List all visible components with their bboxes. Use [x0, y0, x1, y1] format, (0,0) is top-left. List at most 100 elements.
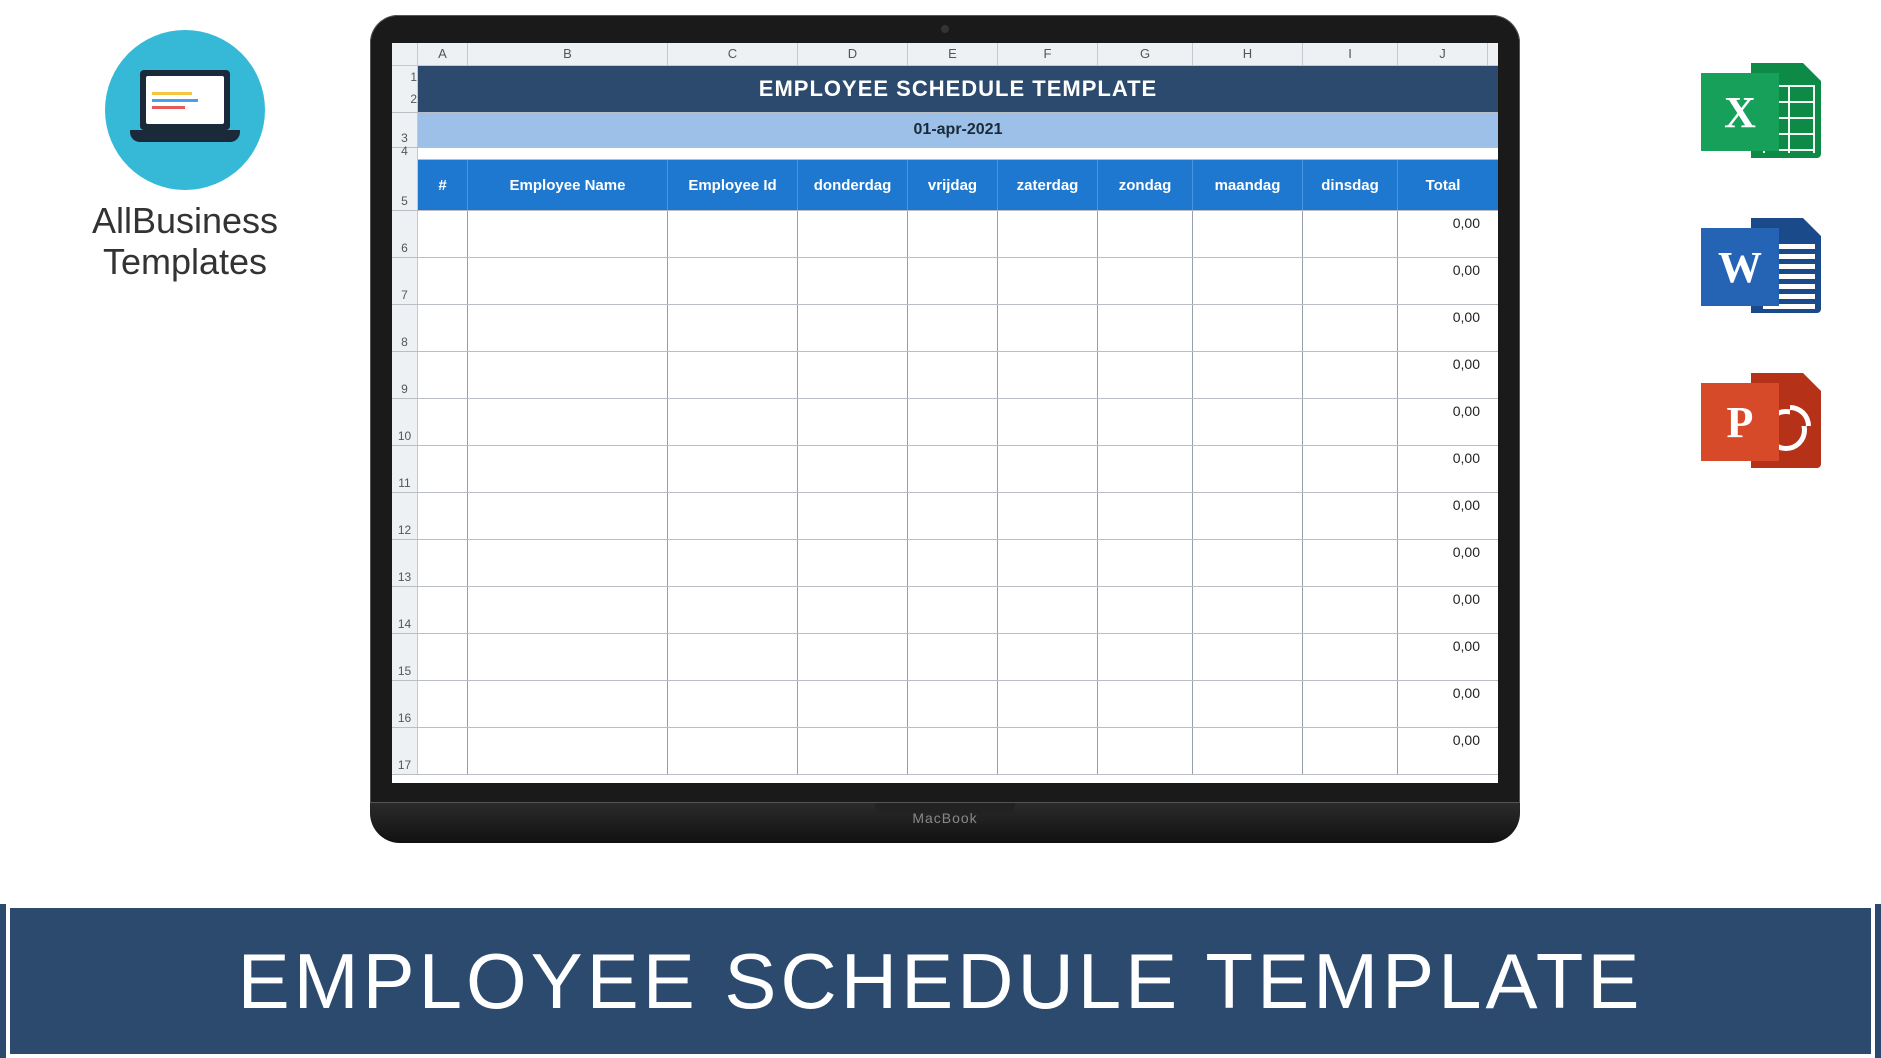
table-cell[interactable]: [418, 681, 468, 727]
table-cell[interactable]: [468, 211, 668, 257]
table-cell[interactable]: [798, 634, 908, 680]
row-header[interactable]: 12: [392, 493, 418, 539]
table-cell[interactable]: [418, 587, 468, 633]
table-cell[interactable]: [668, 258, 798, 304]
table-cell[interactable]: [998, 728, 1098, 774]
table-cell[interactable]: [1193, 258, 1303, 304]
table-cell[interactable]: [1193, 399, 1303, 445]
table-cell[interactable]: [998, 587, 1098, 633]
table-cell[interactable]: [1303, 446, 1398, 492]
table-cell[interactable]: [998, 681, 1098, 727]
row-header[interactable]: 14: [392, 587, 418, 633]
table-cell[interactable]: [798, 540, 908, 586]
table-cell[interactable]: [668, 352, 798, 398]
table-cell[interactable]: [908, 399, 998, 445]
column-header[interactable]: C: [668, 43, 798, 65]
table-cell[interactable]: [798, 493, 908, 539]
column-header[interactable]: F: [998, 43, 1098, 65]
table-cell[interactable]: 0,00: [1398, 352, 1488, 398]
table-cell[interactable]: [1098, 399, 1193, 445]
word-icon[interactable]: W: [1701, 210, 1821, 325]
excel-icon[interactable]: X: [1701, 55, 1821, 170]
row-header[interactable]: 1 2: [392, 66, 418, 112]
table-cell[interactable]: [418, 305, 468, 351]
table-cell[interactable]: [418, 258, 468, 304]
table-cell[interactable]: [798, 399, 908, 445]
table-cell[interactable]: [798, 211, 908, 257]
table-cell[interactable]: 0,00: [1398, 681, 1488, 727]
table-cell[interactable]: [468, 352, 668, 398]
table-cell[interactable]: 0,00: [1398, 728, 1488, 774]
table-cell[interactable]: [908, 211, 998, 257]
table-cell[interactable]: [908, 258, 998, 304]
table-cell[interactable]: [1303, 211, 1398, 257]
table-cell[interactable]: [668, 446, 798, 492]
table-cell[interactable]: [1303, 587, 1398, 633]
table-cell[interactable]: [1303, 399, 1398, 445]
row-header[interactable]: 8: [392, 305, 418, 351]
table-cell[interactable]: [1098, 728, 1193, 774]
table-cell[interactable]: [1193, 634, 1303, 680]
table-cell[interactable]: [418, 399, 468, 445]
table-cell[interactable]: [1098, 211, 1193, 257]
table-cell[interactable]: 0,00: [1398, 258, 1488, 304]
table-cell[interactable]: [468, 681, 668, 727]
row-header[interactable]: 6: [392, 211, 418, 257]
table-cell[interactable]: [468, 258, 668, 304]
table-cell[interactable]: [798, 446, 908, 492]
table-cell[interactable]: [1193, 587, 1303, 633]
row-header[interactable]: 10: [392, 399, 418, 445]
table-cell[interactable]: [1193, 728, 1303, 774]
table-cell[interactable]: [1303, 258, 1398, 304]
table-cell[interactable]: [668, 399, 798, 445]
table-cell[interactable]: [1193, 493, 1303, 539]
table-cell[interactable]: [798, 352, 908, 398]
row-header[interactable]: 11: [392, 446, 418, 492]
table-cell[interactable]: [1193, 681, 1303, 727]
table-cell[interactable]: [798, 681, 908, 727]
row-header[interactable]: 5: [392, 160, 418, 210]
table-cell[interactable]: [798, 305, 908, 351]
table-cell[interactable]: [468, 728, 668, 774]
row-header[interactable]: 17: [392, 728, 418, 774]
table-cell[interactable]: [1303, 634, 1398, 680]
table-cell[interactable]: [1193, 211, 1303, 257]
table-cell[interactable]: [1098, 352, 1193, 398]
table-cell[interactable]: [668, 681, 798, 727]
table-cell[interactable]: [998, 446, 1098, 492]
powerpoint-icon[interactable]: P: [1701, 365, 1821, 480]
table-cell[interactable]: [908, 305, 998, 351]
column-header[interactable]: H: [1193, 43, 1303, 65]
table-cell[interactable]: [998, 352, 1098, 398]
table-cell[interactable]: [1193, 540, 1303, 586]
table-cell[interactable]: [668, 493, 798, 539]
table-cell[interactable]: [998, 634, 1098, 680]
table-cell[interactable]: 0,00: [1398, 587, 1488, 633]
row-header[interactable]: 16: [392, 681, 418, 727]
table-cell[interactable]: [668, 728, 798, 774]
table-cell[interactable]: [998, 258, 1098, 304]
table-cell[interactable]: [418, 634, 468, 680]
table-cell[interactable]: [468, 399, 668, 445]
table-cell[interactable]: [798, 587, 908, 633]
table-cell[interactable]: 0,00: [1398, 493, 1488, 539]
table-cell[interactable]: [998, 305, 1098, 351]
table-cell[interactable]: [668, 634, 798, 680]
table-cell[interactable]: [908, 681, 998, 727]
table-cell[interactable]: [418, 728, 468, 774]
table-cell[interactable]: [418, 352, 468, 398]
table-cell[interactable]: [1193, 305, 1303, 351]
row-header[interactable]: 13: [392, 540, 418, 586]
row-header[interactable]: 15: [392, 634, 418, 680]
row-header[interactable]: 7: [392, 258, 418, 304]
table-cell[interactable]: [668, 305, 798, 351]
table-cell[interactable]: [998, 211, 1098, 257]
table-cell[interactable]: [668, 587, 798, 633]
table-cell[interactable]: [798, 258, 908, 304]
table-cell[interactable]: [418, 540, 468, 586]
table-cell[interactable]: 0,00: [1398, 305, 1488, 351]
table-cell[interactable]: [468, 305, 668, 351]
table-cell[interactable]: [908, 587, 998, 633]
table-cell[interactable]: [468, 493, 668, 539]
table-cell[interactable]: [1098, 258, 1193, 304]
